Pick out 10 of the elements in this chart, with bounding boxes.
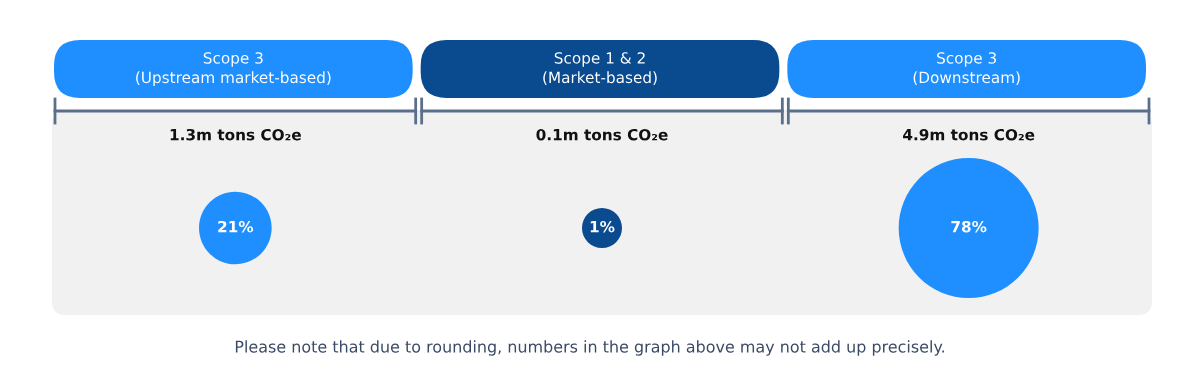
category-label: Scope 3 (Upstream market-based)	[136, 52, 331, 87]
data-label: 1%	[590, 220, 615, 233]
text: 4.9m tons CO₂e	[903, 128, 1035, 141]
category-label: Scope 1 & 2 (Market-based)	[543, 52, 657, 85]
text: 1.3m tons CO₂e	[170, 128, 301, 141]
data-label: 78%	[951, 220, 987, 233]
text: Please note that due to rounding, numbers in the graph above may not add up precisely.	[235, 340, 944, 356]
text: 0.1m tons CO₂e	[536, 128, 668, 141]
data-label: 21%	[218, 220, 254, 233]
category-label: Scope 3 (Downstream)	[913, 52, 1020, 85]
